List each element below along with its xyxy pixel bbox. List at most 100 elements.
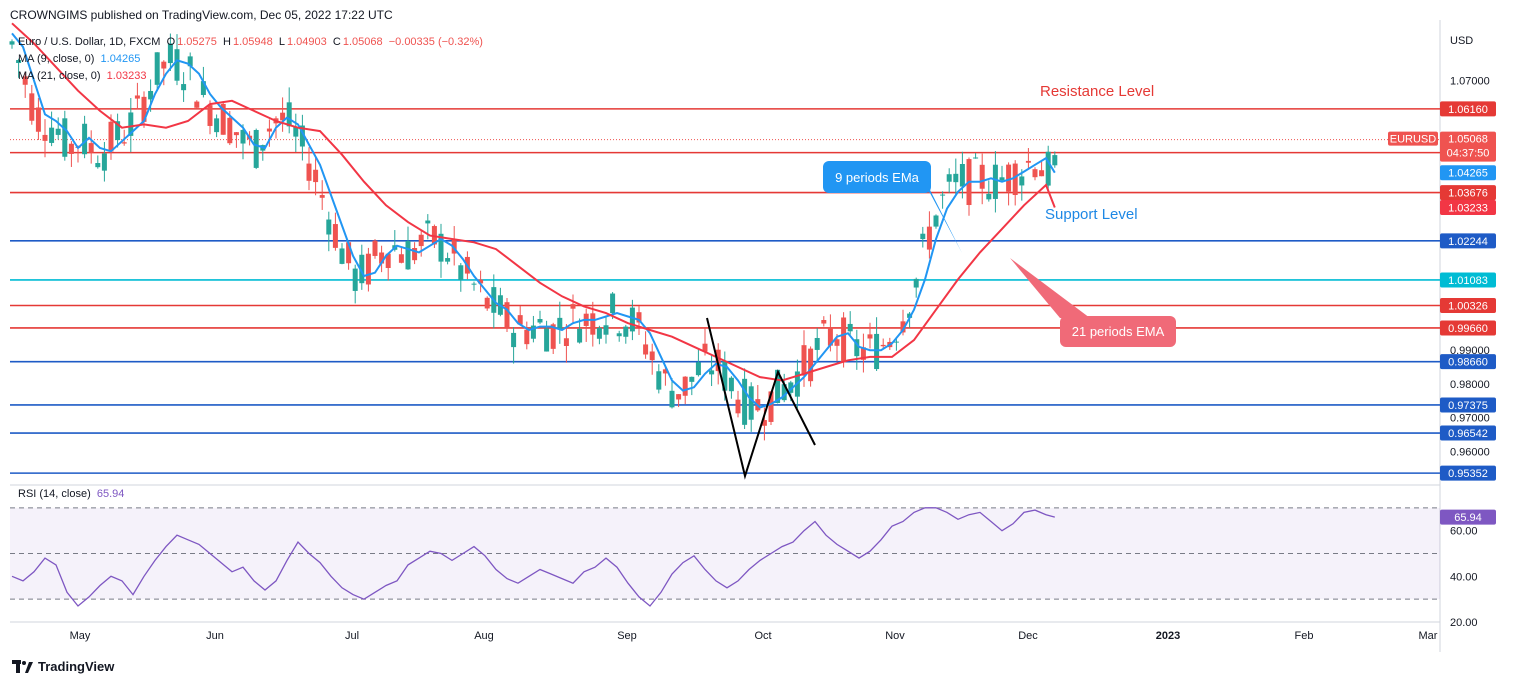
candle-body [867, 334, 873, 339]
price-axis-currency: USD [1450, 35, 1473, 47]
price-badge-0.98660: 0.98660 [1448, 357, 1488, 369]
candle-body [471, 283, 477, 285]
last-price-badge-bg [1440, 131, 1496, 162]
candle-body [339, 248, 345, 264]
candle-body [775, 369, 781, 404]
legend-rsi-label: RSI (14, close) [18, 488, 91, 500]
legend-l-label: L [278, 36, 285, 48]
candle-body [438, 233, 444, 262]
legend-close: 1.05068 [342, 36, 383, 48]
price-badge-0.96542: 0.96542 [1448, 428, 1488, 440]
ema21-callout-pointer [1010, 258, 1090, 318]
candle-body [926, 226, 932, 250]
candle-body [656, 371, 662, 390]
price-badge-0.97375: 0.97375 [1448, 400, 1488, 412]
candle-body [1032, 169, 1038, 178]
ma-badge-bg [1440, 200, 1496, 216]
candle-body [154, 52, 160, 85]
candle-body [280, 112, 286, 121]
candle-body [121, 142, 127, 144]
legend-open: 1.05275 [177, 36, 217, 48]
time-axis-tick: Oct [754, 630, 771, 642]
candle-body [352, 268, 358, 291]
candle-body [326, 219, 332, 235]
resistance-label: Resistance Level [1040, 83, 1154, 100]
rsi-badge-bg [1440, 509, 1496, 525]
countdown-badge: 04:37:50 [1447, 148, 1490, 160]
price-badge-bg [1440, 465, 1496, 481]
legend-symbol: Euro / U.S. Dollar, 1D, FXCM [18, 36, 161, 48]
candle-body [616, 333, 622, 337]
candle-body [841, 317, 847, 363]
ema9-callout: 9 periods EMa [835, 170, 920, 185]
candle-body [398, 254, 404, 263]
price-badge-1.00326: 1.00326 [1448, 300, 1488, 312]
candle-body [1025, 160, 1031, 163]
candle-body [233, 132, 239, 136]
candle-body [174, 49, 180, 81]
price-badge-0.95352: 0.95352 [1448, 468, 1488, 480]
candle-body [286, 102, 292, 127]
candle-body [649, 351, 655, 361]
candle-body [194, 101, 200, 108]
price-badge-0.99660: 0.99660 [1448, 323, 1488, 335]
candle-body [550, 324, 556, 349]
candle-body [293, 126, 299, 137]
candle-body [979, 164, 985, 189]
candle-body [821, 320, 827, 324]
candle-body [445, 258, 451, 262]
candle-body [385, 253, 391, 268]
candle-body [1006, 164, 1012, 192]
candle-body [431, 226, 437, 245]
candle-body [768, 391, 774, 422]
candle-body [418, 234, 424, 247]
tradingview-logo[interactable]: TradingView [12, 659, 114, 674]
price-badge-1.01083: 1.01083 [1448, 275, 1488, 287]
legend-change: −0.00335 (−0.32%) [388, 36, 483, 48]
candle-body [913, 278, 919, 288]
candle-body [240, 129, 246, 144]
candle-body [596, 327, 602, 339]
candle-body [319, 195, 325, 198]
rsi-axis-tick: 20.00 [1450, 617, 1478, 629]
candle-body [669, 390, 675, 408]
candle-body [827, 327, 833, 346]
candle-body [788, 382, 794, 393]
candle-body [62, 118, 68, 157]
price-axis-tick: 1.07000 [1450, 76, 1490, 88]
legend-ma9-label: MA (9, close, 0) [18, 53, 95, 65]
candle-body [1045, 151, 1051, 186]
candle-body [577, 328, 583, 343]
legend-rsi-row: RSI (14, close) 65.94 [18, 488, 124, 500]
tradingview-logo-icon [12, 659, 33, 673]
candle-body [590, 313, 596, 335]
rsi-axis-tick: 40.00 [1450, 571, 1478, 583]
candle-body [973, 157, 979, 159]
candle-body [735, 399, 741, 414]
candle-body [161, 61, 167, 69]
candle-body [227, 117, 233, 144]
candle-body [200, 81, 206, 95]
candle-body [682, 376, 688, 396]
candle-body [128, 112, 134, 136]
candle-body [524, 329, 530, 345]
legend-h-label: H [223, 36, 231, 48]
candle-body [689, 376, 695, 382]
time-axis-tick: Feb [1295, 630, 1314, 642]
candle-body [808, 348, 814, 382]
candle-body [570, 304, 576, 309]
candle-body [695, 362, 701, 376]
symbol-badge-bg [1388, 131, 1438, 146]
ma-badge-1.04265: 1.04265 [1448, 168, 1488, 180]
legend-low: 1.04903 [286, 36, 327, 48]
time-axis-tick: Nov [885, 630, 905, 642]
candle-body [563, 338, 569, 347]
rsi-line [11, 507, 1055, 607]
candle-body [517, 315, 523, 325]
legend-ma9-value: 1.04265 [100, 53, 141, 65]
candle-body [405, 240, 411, 270]
candle-body [748, 386, 754, 420]
double-bottom-pattern [706, 317, 816, 480]
candle-body [478, 279, 484, 284]
